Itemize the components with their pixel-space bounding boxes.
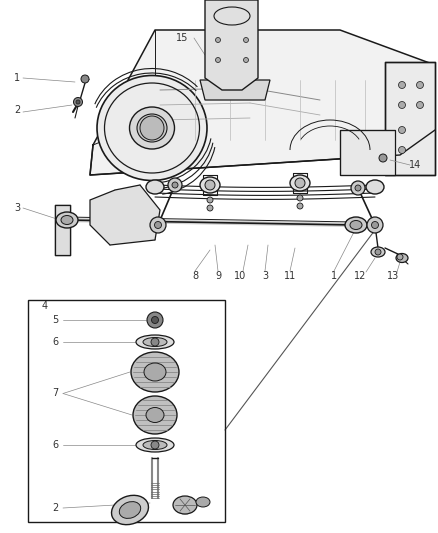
Circle shape: [367, 217, 383, 233]
Ellipse shape: [133, 396, 177, 434]
Circle shape: [207, 205, 213, 211]
Text: 13: 13: [387, 271, 399, 281]
Ellipse shape: [143, 337, 167, 346]
Circle shape: [152, 317, 159, 324]
Circle shape: [297, 195, 303, 201]
Bar: [28, 300, 225, 522]
Ellipse shape: [119, 502, 141, 519]
Text: 6: 6: [52, 337, 58, 347]
Circle shape: [76, 100, 80, 104]
Circle shape: [151, 441, 159, 449]
Ellipse shape: [56, 212, 78, 228]
Circle shape: [417, 82, 424, 88]
Text: 2: 2: [52, 503, 58, 513]
Ellipse shape: [371, 247, 385, 257]
Ellipse shape: [137, 114, 167, 142]
Circle shape: [297, 203, 303, 209]
Text: 10: 10: [234, 271, 246, 281]
Ellipse shape: [146, 180, 164, 194]
Circle shape: [295, 178, 305, 188]
Ellipse shape: [97, 76, 207, 181]
Ellipse shape: [112, 495, 148, 524]
Ellipse shape: [345, 217, 367, 233]
Circle shape: [215, 58, 220, 62]
Ellipse shape: [350, 221, 362, 230]
Circle shape: [151, 338, 159, 346]
Polygon shape: [55, 205, 70, 255]
Polygon shape: [385, 62, 435, 175]
Ellipse shape: [196, 497, 210, 507]
Text: 4: 4: [42, 301, 48, 311]
Circle shape: [351, 181, 365, 195]
Circle shape: [147, 312, 163, 328]
Text: 11: 11: [284, 271, 296, 281]
Ellipse shape: [290, 175, 310, 191]
Text: 7: 7: [52, 389, 58, 399]
Text: 12: 12: [354, 271, 366, 281]
Circle shape: [397, 254, 403, 260]
Text: 3: 3: [262, 271, 268, 281]
Ellipse shape: [61, 215, 73, 224]
Ellipse shape: [396, 254, 408, 262]
Circle shape: [399, 101, 406, 109]
Circle shape: [74, 98, 82, 107]
Circle shape: [155, 222, 162, 229]
Circle shape: [355, 185, 361, 191]
Ellipse shape: [144, 363, 166, 381]
Circle shape: [399, 147, 406, 154]
Polygon shape: [90, 185, 160, 245]
Ellipse shape: [131, 352, 179, 392]
Text: 6: 6: [52, 440, 58, 450]
Polygon shape: [200, 80, 270, 100]
Ellipse shape: [136, 335, 174, 349]
Ellipse shape: [366, 180, 384, 194]
Circle shape: [399, 126, 406, 133]
Ellipse shape: [130, 107, 174, 149]
Text: 9: 9: [215, 271, 221, 281]
Text: 2: 2: [14, 105, 20, 115]
Circle shape: [172, 182, 178, 188]
Circle shape: [215, 37, 220, 43]
Ellipse shape: [200, 177, 220, 193]
Polygon shape: [205, 0, 258, 90]
Text: 15: 15: [176, 33, 188, 43]
Circle shape: [168, 178, 182, 192]
Circle shape: [207, 197, 213, 203]
Text: 1: 1: [14, 73, 20, 83]
Text: 8: 8: [192, 271, 198, 281]
Polygon shape: [340, 130, 395, 175]
Circle shape: [244, 37, 248, 43]
Ellipse shape: [143, 440, 167, 449]
Text: 5: 5: [52, 315, 58, 325]
Ellipse shape: [136, 438, 174, 452]
Text: 1: 1: [331, 271, 337, 281]
Polygon shape: [90, 30, 435, 175]
Circle shape: [375, 249, 381, 255]
Ellipse shape: [146, 408, 164, 423]
Circle shape: [140, 116, 164, 140]
Circle shape: [81, 75, 89, 83]
Circle shape: [371, 222, 378, 229]
Circle shape: [244, 58, 248, 62]
Ellipse shape: [173, 496, 197, 514]
Circle shape: [399, 82, 406, 88]
Circle shape: [417, 101, 424, 109]
Circle shape: [379, 154, 387, 162]
Text: 3: 3: [14, 203, 20, 213]
Circle shape: [205, 180, 215, 190]
Circle shape: [150, 217, 166, 233]
Text: 14: 14: [409, 160, 421, 170]
